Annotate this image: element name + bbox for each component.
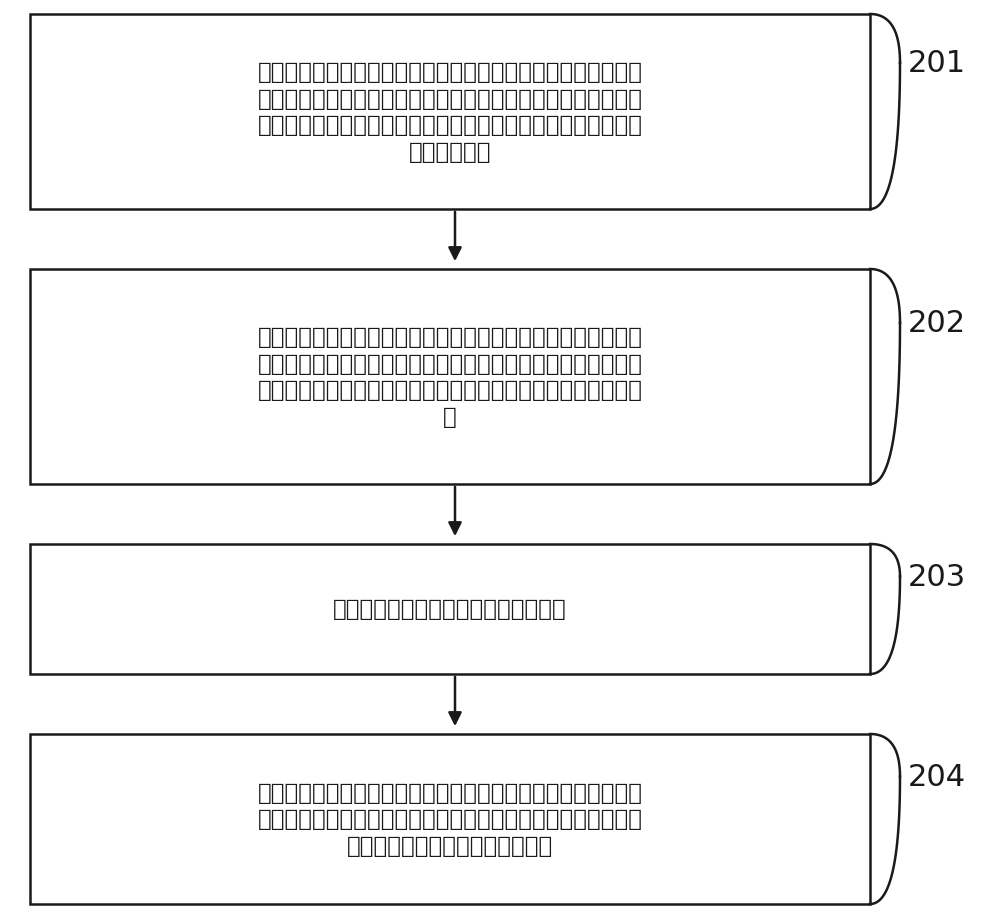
Text: 比较所述预期识别结果与所述实际识别结果，如果所述比较的结: 比较所述预期识别结果与所述实际识别结果，如果所述比较的结 [258,781,642,804]
Text: 的应用层协议被所述流控设备识别: 的应用层协议被所述流控设备识别 [347,834,553,857]
Text: 文进行应用层协议识别，并记录所述实际数据报文的实际识别结: 文进行应用层协议识别，并记录所述实际数据报文的实际识别结 [258,379,642,402]
Text: ，所述预期数据报文为所述目标网络应用在被调用过程中预期收: ，所述预期数据报文为所述目标网络应用在被调用过程中预期收 [258,114,642,137]
Text: 对目标网络应用的操作指令以及对预期数据报文的预期识别结果: 对目标网络应用的操作指令以及对预期数据报文的预期识别结果 [258,87,642,110]
Bar [30,734,870,904]
Text: 从所述流控设备接收所述实际识别结果: 从所述流控设备接收所述实际识别结果 [333,598,567,621]
Text: 204: 204 [908,762,966,791]
Bar [30,544,870,675]
Text: 按照所述操作指令，调用所述目标网络应用与外部网络进行数据: 按照所述操作指令，调用所述目标网络应用与外部网络进行数据 [258,326,642,349]
Bar [30,15,870,210]
Text: 交互，以使所述流控设备对所述目标网络应用收发的实际数据报: 交互，以使所述流控设备对所述目标网络应用收发的实际数据报 [258,352,642,375]
Text: 果: 果 [443,405,457,428]
Text: 201: 201 [908,50,966,78]
Bar [30,269,870,484]
Text: 发的数据报文: 发的数据报文 [409,141,491,164]
Text: 接收并解析测试用例，获得待调用的目标网络应用的应用名称、: 接收并解析测试用例，获得待调用的目标网络应用的应用名称、 [258,62,642,85]
Text: 果为相同，则判定所述实际识别结果对应的实际数据报文所使用: 果为相同，则判定所述实际识别结果对应的实际数据报文所使用 [258,808,642,831]
Text: 202: 202 [908,309,966,338]
Text: 203: 203 [908,562,966,591]
